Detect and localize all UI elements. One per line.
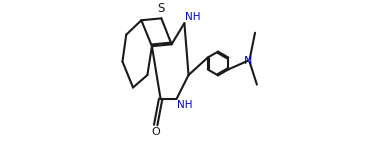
Text: S: S: [158, 2, 165, 15]
Text: O: O: [151, 127, 160, 137]
Text: NH: NH: [177, 100, 193, 110]
Text: NH: NH: [185, 12, 200, 22]
Text: N: N: [244, 56, 252, 66]
